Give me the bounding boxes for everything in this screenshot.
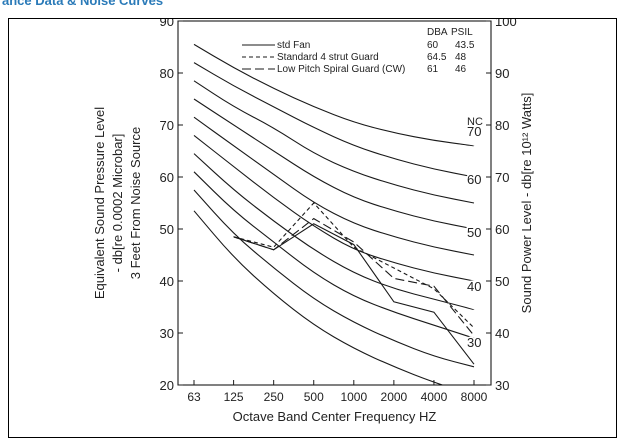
right-tick-label: 30 <box>495 378 509 393</box>
nc-curve-65 <box>193 43 475 147</box>
legend-dba-value: 60 <box>427 40 439 51</box>
nc-curve-50 <box>193 98 475 230</box>
legend-dba-value: 61 <box>427 64 439 75</box>
left-tick-label: 90 <box>160 19 174 29</box>
axes-group: 20 30 40 50 60 70 80 90 30 40 50 60 70 80 90 100 63 125 25… <box>160 19 517 404</box>
nc-curve-55 <box>193 80 475 204</box>
series-group <box>233 202 475 365</box>
nc-curve-45 <box>193 116 475 256</box>
header-text: ance Data & Noise Curves <box>2 0 164 8</box>
nc-curves-chart: 20 30 40 50 60 70 80 90 30 40 50 60 70 80 90 100 63 125 25… <box>92 19 534 424</box>
legend-header-psil: PSIL <box>451 27 473 38</box>
nc-curve-60 <box>193 62 475 178</box>
nc-curve-40 <box>193 134 475 282</box>
x-tick-label: 1000 <box>340 390 367 404</box>
legend-dba-value: 64.5 <box>427 52 447 63</box>
legend-psil-value: 46 <box>455 64 467 75</box>
x-tick-label: 125 <box>224 390 244 404</box>
right-tick-label: 100 <box>495 19 517 29</box>
legend: DBA PSIL std Fan 60 43.5 Standard 4 strut Gua… <box>242 27 475 75</box>
left-tick-label: 30 <box>160 326 174 341</box>
legend-psil-value: 43.5 <box>455 40 475 51</box>
left-tick-label: 50 <box>160 222 174 237</box>
x-tick-label: 2000 <box>381 390 408 404</box>
right-tick-label: 60 <box>495 222 509 237</box>
left-axis-title-line: - db[re 0.0002 Microbar] <box>110 134 125 273</box>
x-tick-label: 8000 <box>461 390 488 404</box>
x-tick-label: 63 <box>187 390 201 404</box>
nc-curve-label: 30 <box>467 335 481 350</box>
right-tick-label: 40 <box>495 326 509 341</box>
nc-curve-35 <box>193 153 475 311</box>
series-line-1 <box>233 223 475 365</box>
nc-curve-25 <box>193 189 475 368</box>
plot-frame <box>177 20 492 386</box>
right-tick-label: 90 <box>495 66 509 81</box>
left-tick-label: 70 <box>160 118 174 133</box>
nc-curve-label: 50 <box>467 225 481 240</box>
legend-header-dba: DBA <box>427 27 448 38</box>
nc-curves-group <box>193 43 475 385</box>
left-tick-label: 80 <box>160 66 174 81</box>
left-tick-label: 20 <box>160 378 174 393</box>
x-tick-label: 250 <box>264 390 284 404</box>
legend-label: Standard 4 strut Guard <box>277 52 379 63</box>
series-line-3 <box>233 217 475 336</box>
x-axis-title: Octave Band Center Frequency HZ <box>233 409 437 424</box>
left-tick-label: 60 <box>160 170 174 185</box>
left-axis-title-line: Equivalent Sound Pressure Level <box>92 107 107 299</box>
x-tick-label: 4000 <box>421 390 448 404</box>
left-tick-label: 40 <box>160 274 174 289</box>
axis-labels-group: Octave Band Center Frequency HZ Equivalen… <box>92 93 534 424</box>
right-tick-label: 70 <box>495 170 509 185</box>
legend-label: Low Pitch Spiral Guard (CW) <box>277 64 405 75</box>
x-tick-label: 500 <box>304 390 324 404</box>
nc-curve-label: 60 <box>467 172 481 187</box>
legend-psil-value: 48 <box>455 52 467 63</box>
nc-curve-label: 40 <box>467 279 481 294</box>
right-tick-label: 50 <box>495 274 509 289</box>
nc-label: NC <box>467 116 483 128</box>
right-tick-label: 80 <box>495 118 509 133</box>
header-strip: ance Data & Noise Curves <box>0 0 627 16</box>
legend-label: std Fan <box>277 40 310 51</box>
left-axis-title-line: 3 Feet From Noise Source <box>128 127 143 279</box>
nc-curve-label: 70 <box>467 124 481 139</box>
nc-curve-30 <box>193 171 475 339</box>
right-axis-title: Sound Power Level - db[re 10¹² Watts] <box>519 93 534 314</box>
chart-panel: 20 30 40 50 60 70 80 90 30 40 50 60 70 80 90 100 63 125 25… <box>8 18 617 438</box>
